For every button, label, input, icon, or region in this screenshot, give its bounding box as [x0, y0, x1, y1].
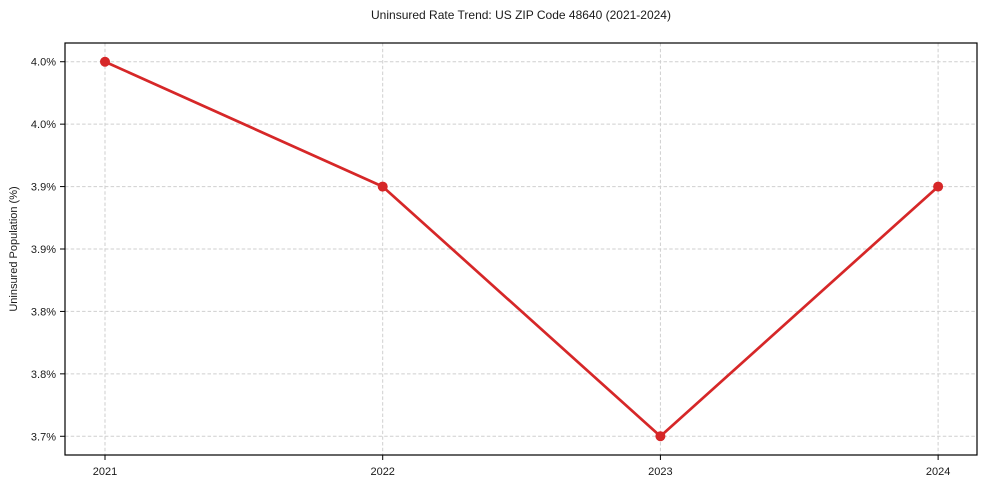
data-point	[933, 181, 944, 192]
plot-border	[64, 42, 978, 456]
data-point	[655, 431, 666, 442]
x-tick-label: 2023	[648, 466, 672, 478]
x-tick-label: 2022	[370, 466, 394, 478]
y-tick-label: 4.0%	[31, 119, 56, 131]
y-tick-label: 3.9%	[31, 244, 56, 256]
data-point	[377, 181, 388, 192]
y-tick-label: 3.8%	[31, 369, 56, 381]
data-point	[99, 56, 110, 67]
trend-line	[103, 60, 940, 438]
y-tick-label: 3.7%	[31, 431, 56, 443]
x-tick-label: 2021	[93, 466, 117, 478]
chart-title: Uninsured Rate Trend: US ZIP Code 48640 …	[371, 8, 671, 22]
x-tick-label: 2024	[926, 466, 950, 478]
y-tick-label: 3.8%	[31, 306, 56, 318]
y-tick-label: 4.0%	[31, 57, 56, 69]
y-tick-label: 3.9%	[31, 182, 56, 194]
